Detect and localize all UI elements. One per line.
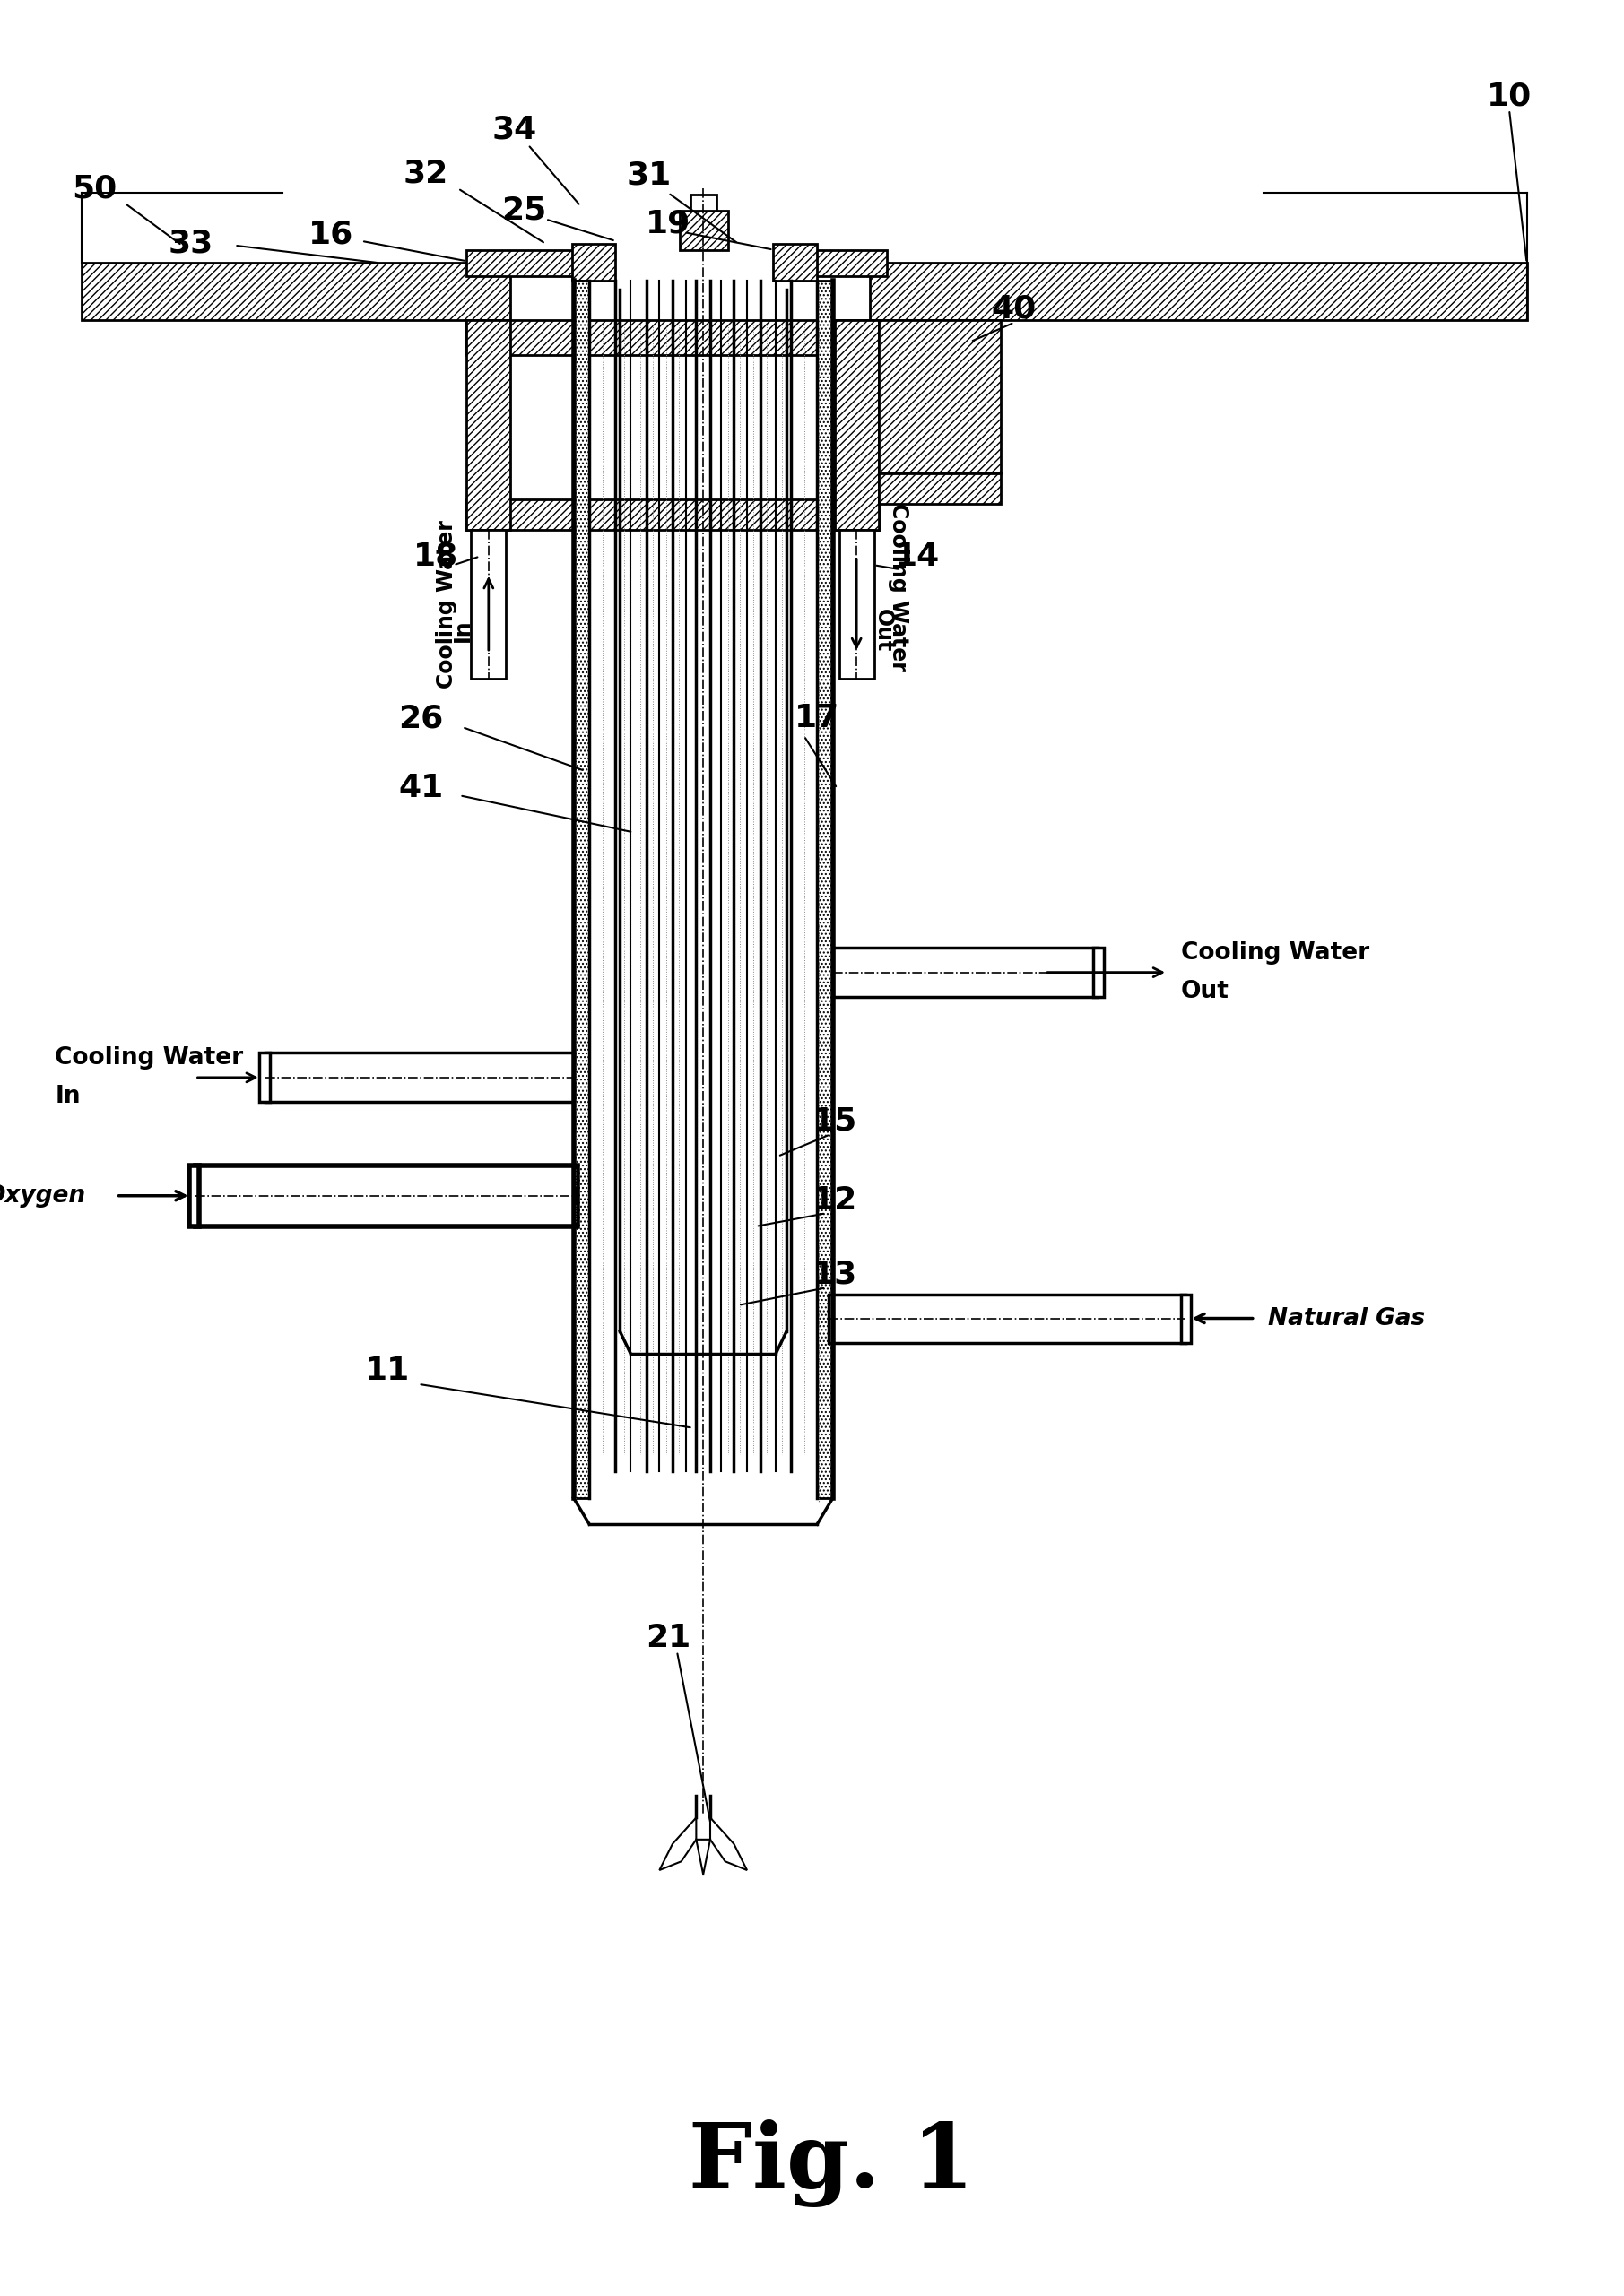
Bar [679, 211, 728, 250]
Text: Out: Out [1181, 980, 1229, 1003]
Bar [833, 948, 1098, 996]
Bar [773, 243, 817, 280]
Text: 50: 50 [71, 172, 117, 204]
Text: 32: 32 [403, 158, 448, 188]
Text: 40: 40 [992, 294, 1036, 324]
Text: 26: 26 [398, 703, 443, 735]
Bar [817, 280, 833, 1497]
Text: 10: 10 [1486, 80, 1531, 113]
Text: 16: 16 [309, 220, 354, 250]
Text: 41: 41 [398, 774, 443, 804]
Polygon shape [697, 1839, 710, 1874]
Text: Fig. 1: Fig. 1 [689, 2119, 974, 2206]
Bar [466, 501, 879, 530]
Text: Natural Gas: Natural Gas [1268, 1306, 1426, 1329]
Bar [466, 250, 585, 276]
Text: Cooling Water: Cooling Water [888, 503, 909, 670]
Text: 13: 13 [812, 1258, 857, 1290]
Bar [879, 319, 1000, 473]
Bar [573, 280, 590, 1497]
Bar [466, 319, 879, 356]
Text: 31: 31 [627, 161, 671, 191]
Text: Cooling Water: Cooling Water [1181, 941, 1369, 964]
Text: 15: 15 [812, 1107, 857, 1137]
Bar [835, 319, 879, 530]
Text: 17: 17 [794, 703, 840, 735]
Bar [471, 530, 507, 680]
Bar [828, 1295, 1186, 1343]
Bar [879, 473, 1000, 503]
Bar [466, 319, 510, 530]
Text: 12: 12 [812, 1185, 857, 1215]
Bar [840, 530, 874, 680]
Bar [265, 1054, 573, 1102]
Bar [81, 264, 510, 319]
Text: 14: 14 [895, 542, 940, 572]
Polygon shape [659, 1818, 697, 1871]
Text: Oxygen: Oxygen [0, 1185, 86, 1208]
Text: Cooling Water: Cooling Water [55, 1047, 244, 1070]
Text: 25: 25 [502, 195, 546, 225]
Bar [1093, 948, 1104, 996]
Bar [258, 1054, 270, 1102]
Bar [1181, 1295, 1190, 1343]
Text: 19: 19 [646, 209, 690, 239]
Text: Cooling Water: Cooling Water [435, 521, 458, 689]
Bar [188, 1164, 200, 1226]
Polygon shape [710, 1818, 747, 1871]
Text: 11: 11 [365, 1355, 411, 1387]
Bar [572, 243, 615, 280]
Bar [799, 250, 887, 276]
Bar [690, 195, 716, 211]
Text: Out: Out [872, 608, 893, 652]
Text: 34: 34 [492, 115, 538, 145]
Text: In: In [55, 1086, 81, 1109]
Bar [870, 264, 1527, 319]
Text: In: In [451, 620, 473, 643]
Bar [195, 1164, 578, 1226]
Text: 18: 18 [414, 542, 458, 572]
Text: 21: 21 [646, 1623, 690, 1653]
Text: 33: 33 [169, 227, 213, 259]
